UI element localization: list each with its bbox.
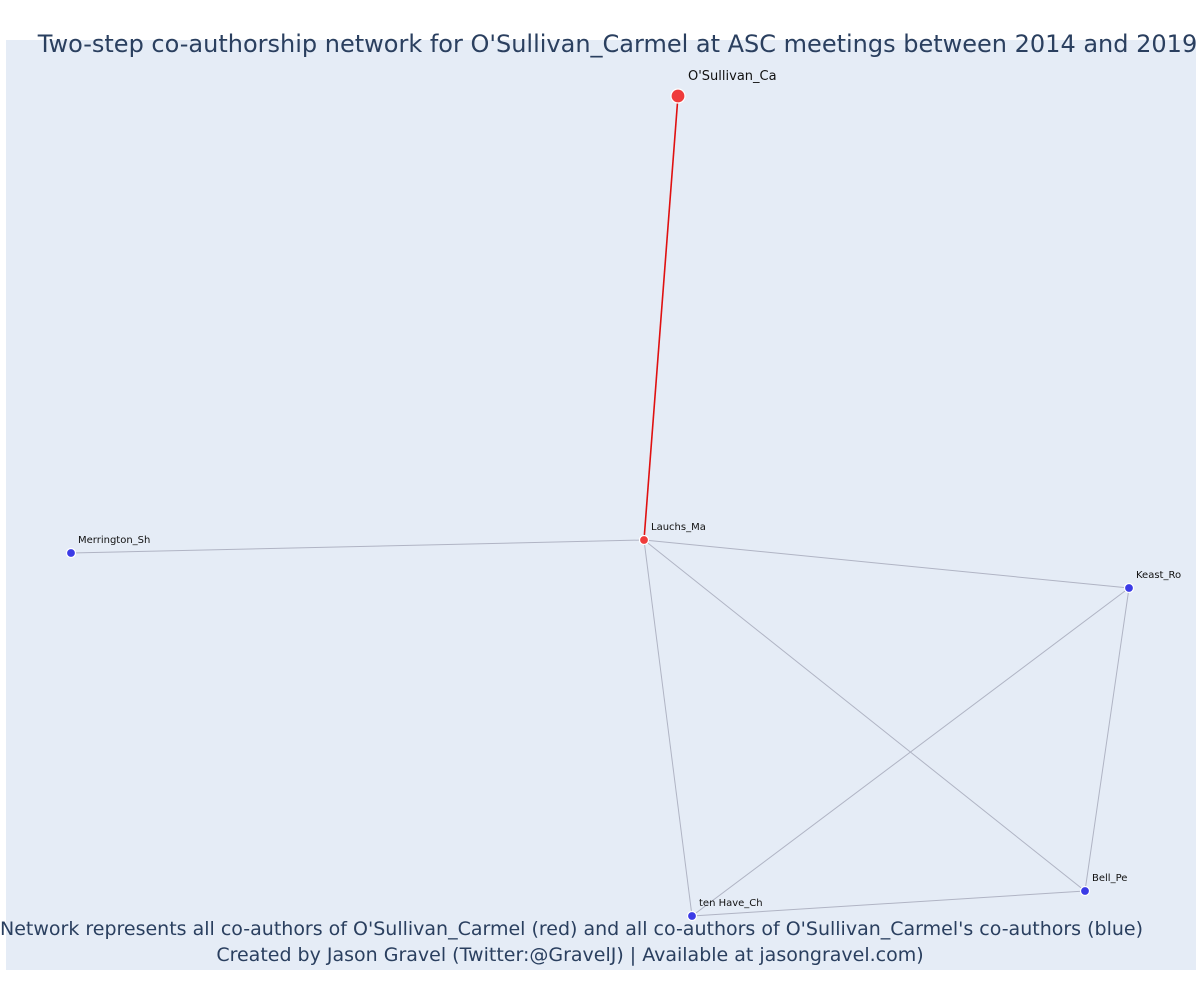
caption-line-2: Created by Jason Gravel (Twitter:@Gravel…	[216, 944, 924, 966]
node-label-osullivan: O'Sullivan_Ca	[688, 69, 777, 84]
labels-layer: O'Sullivan_Ca Lauchs_Ma Merrington_Sh Keast…	[78, 69, 1181, 909]
chart-title: Two-step co-authorship network for O'Sul…	[37, 30, 1198, 58]
edge-lauchs-tenhave	[643, 539, 693, 917]
node-osullivan[interactable]	[670, 88, 686, 104]
node-bell[interactable]	[1079, 885, 1091, 897]
node-label-tenhave: ten Have_Ch	[699, 898, 763, 909]
edge-lauchs-bell	[643, 539, 1086, 892]
edge-lauchs-merrington	[70, 539, 645, 554]
node-lauchs[interactable]	[638, 534, 650, 546]
node-label-bell: Bell_Pe	[1092, 873, 1127, 884]
caption-line-1: Network represents all co-authors of O'S…	[0, 918, 1144, 940]
edge-keast-bell	[1084, 587, 1130, 892]
node-label-keast: Keast_Ro	[1136, 570, 1181, 581]
node-keast[interactable]	[1123, 582, 1135, 594]
node-label-lauchs: Lauchs_Ma	[651, 522, 706, 533]
nodes-layer	[65, 88, 1135, 922]
edges-layer	[70, 95, 1130, 917]
edge-bell-tenhave	[691, 890, 1086, 917]
edge-lauchs-keast	[643, 539, 1130, 589]
plot-background	[6, 40, 1196, 970]
node-label-merrington: Merrington_Sh	[78, 535, 150, 546]
edge-osullivan-lauchs	[643, 95, 679, 541]
node-tenhave[interactable]	[686, 910, 698, 922]
edge-keast-tenhave	[691, 587, 1130, 917]
node-merrington[interactable]	[65, 547, 77, 559]
